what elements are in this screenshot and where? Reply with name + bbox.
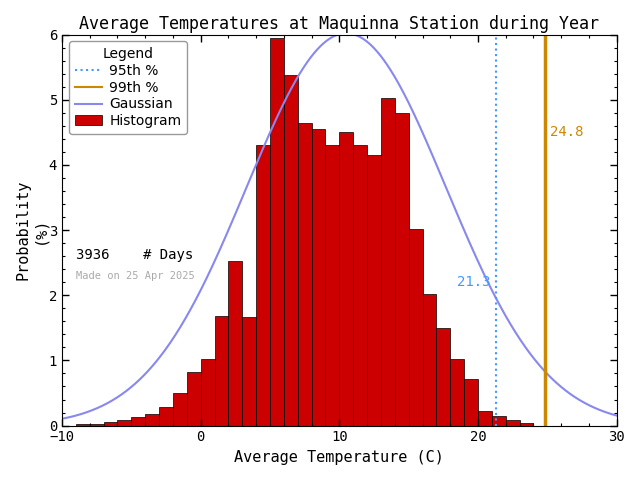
Bar — [187, 372, 201, 426]
Bar — [228, 261, 243, 426]
Bar — [367, 155, 381, 426]
Bar — [131, 417, 145, 426]
Bar — [520, 423, 533, 426]
Legend: 95th %, 99th %, Gaussian, Histogram: 95th %, 99th %, Gaussian, Histogram — [69, 41, 187, 134]
Bar — [492, 416, 506, 426]
Bar — [506, 420, 520, 426]
Bar — [256, 145, 270, 426]
Bar — [409, 229, 422, 426]
Bar — [353, 145, 367, 426]
Text: 3936    # Days: 3936 # Days — [76, 248, 193, 262]
Bar — [312, 129, 326, 426]
Bar — [270, 38, 284, 426]
Bar — [243, 317, 256, 426]
Bar — [464, 379, 478, 426]
Bar — [298, 122, 312, 426]
Bar — [326, 145, 339, 426]
Bar — [422, 294, 436, 426]
Bar — [436, 328, 451, 426]
Bar — [76, 424, 90, 426]
Text: 21.3: 21.3 — [457, 275, 490, 289]
Bar — [478, 411, 492, 426]
Title: Average Temperatures at Maquinna Station during Year: Average Temperatures at Maquinna Station… — [79, 15, 599, 33]
Bar — [339, 132, 353, 426]
Bar — [214, 316, 228, 426]
Text: 24.8: 24.8 — [550, 125, 584, 139]
Bar — [145, 414, 159, 426]
Bar — [284, 75, 298, 426]
Bar — [173, 393, 187, 426]
Bar — [381, 98, 395, 426]
Y-axis label: Probability
(%): Probability (%) — [15, 180, 47, 280]
Bar — [395, 113, 409, 426]
Bar — [90, 424, 104, 426]
X-axis label: Average Temperature (C): Average Temperature (C) — [234, 450, 444, 465]
Bar — [118, 420, 131, 426]
Bar — [201, 359, 214, 426]
Bar — [104, 422, 118, 426]
Bar — [159, 408, 173, 426]
Text: Made on 25 Apr 2025: Made on 25 Apr 2025 — [76, 271, 195, 281]
Bar — [451, 359, 464, 426]
